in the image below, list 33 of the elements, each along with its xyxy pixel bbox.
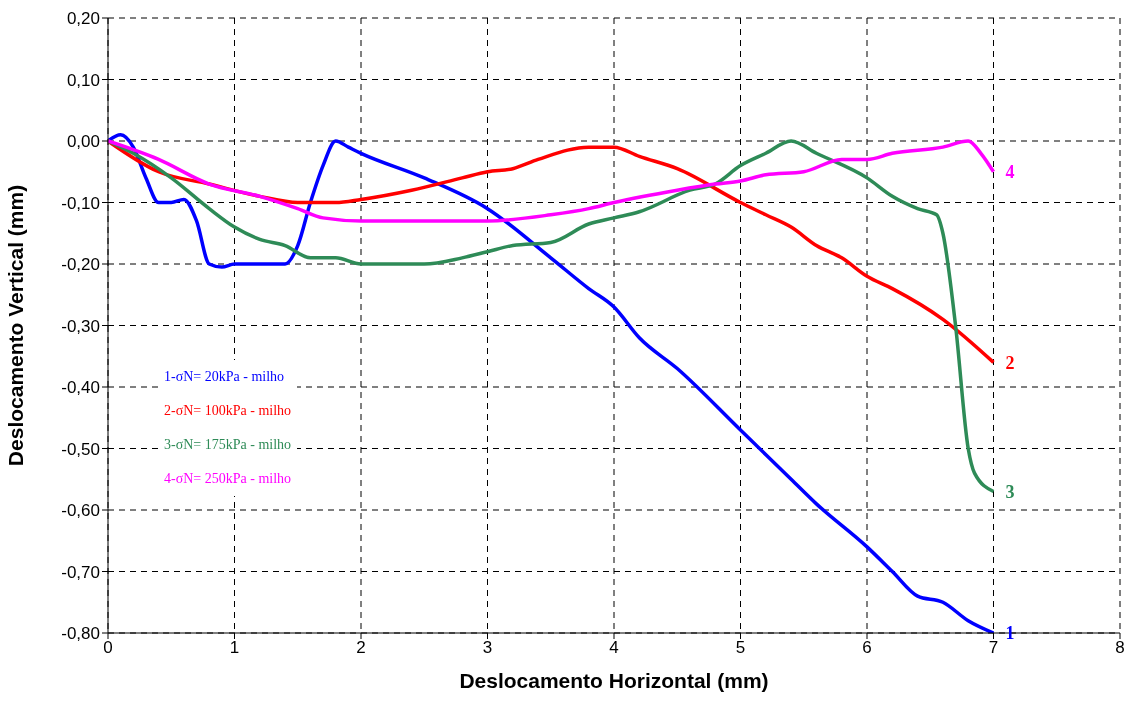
x-tick-label: 1: [229, 638, 240, 658]
x-tick-label: 4: [609, 638, 619, 658]
x-axis-title: Deslocamento Horizontal (mm): [459, 669, 769, 692]
y-tick-label: -0,50: [61, 439, 100, 459]
y-tick-label: 0,00: [66, 132, 100, 152]
annotation: 3: [1005, 481, 1015, 502]
y-tick-label: -0,30: [61, 316, 100, 336]
text: 4-σN= 250kPa - milho: [158, 462, 298, 496]
text: 2-σN= 100kPa - milho: [158, 394, 298, 428]
y-tick-label: -0,70: [61, 562, 100, 582]
y-tick-label: -0,20: [61, 255, 100, 275]
y-tick-label: -0,10: [61, 193, 100, 213]
x-tick-label: 8: [1115, 638, 1125, 658]
x-tick-label: 5: [735, 638, 746, 658]
y-tick-label: 0,20: [66, 9, 100, 29]
text: 3-σN= 175kPa - milho: [158, 428, 298, 462]
x-tick-label: 7: [988, 638, 999, 658]
y-tick-label: -0,60: [61, 501, 100, 521]
y-tick-label: 0,10: [66, 70, 100, 90]
x-tick-label: 0: [103, 638, 113, 658]
y-axis-title: Deslocamento Vertical (mm): [4, 184, 28, 467]
annotation: 2: [1005, 352, 1015, 373]
line-series: [108, 139, 996, 494]
x-tick-label: 2: [356, 638, 366, 658]
line-series: [108, 139, 996, 223]
y-tick-label: -0,80: [61, 624, 100, 644]
text: 1-σN= 20kPa - milho: [158, 360, 298, 394]
annotation: 1: [1005, 623, 1015, 644]
line-series: [108, 133, 996, 633]
y-tick-label: -0,40: [61, 378, 100, 398]
x-tick-label: 6: [862, 638, 872, 658]
annotation: 4: [1005, 162, 1015, 183]
x-tick-label: 3: [482, 638, 493, 658]
